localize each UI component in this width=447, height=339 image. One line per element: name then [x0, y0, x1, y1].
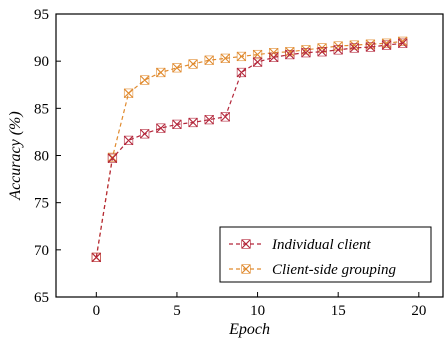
- legend-label: Client-side grouping: [272, 262, 397, 278]
- x-tick-label: 10: [250, 303, 265, 319]
- legend-marker: [241, 264, 251, 274]
- x-axis-title: Epoch: [228, 321, 270, 338]
- data-point-0: [397, 38, 408, 48]
- y-axis-title: Accuracy (%): [7, 111, 24, 200]
- data-point-1: [188, 59, 198, 69]
- series-line-1: [95, 40, 403, 258]
- data-point-0: [172, 119, 182, 130]
- data-point-1: [123, 88, 134, 98]
- legend-label: Individual client: [271, 237, 372, 253]
- data-point-1: [236, 51, 247, 62]
- legend-marker: [241, 239, 251, 249]
- y-tick-label: 90: [34, 54, 49, 70]
- y-tick-label: 85: [34, 101, 49, 117]
- y-tick-label: 65: [34, 290, 49, 306]
- x-tick-label: 20: [411, 303, 426, 319]
- legend: Individual client Client-side grouping: [219, 226, 432, 283]
- data-point-1: [220, 53, 231, 64]
- x-tick-label: 15: [331, 303, 346, 319]
- data-point-0: [156, 123, 166, 133]
- data-point-0: [91, 252, 102, 263]
- data-point-1: [172, 63, 182, 73]
- data-point-0: [139, 129, 150, 139]
- series-line-0: [95, 42, 403, 258]
- data-point-1: [397, 36, 408, 47]
- data-point-0: [268, 52, 279, 63]
- data-point-1: [139, 75, 150, 85]
- data-point-0: [220, 112, 231, 122]
- data-point-0: [107, 153, 118, 164]
- y-tick-label: 80: [34, 149, 49, 165]
- legend-box: [219, 226, 432, 283]
- x-tick-label: 0: [93, 303, 101, 319]
- data-point-1: [252, 49, 263, 60]
- data-point-0: [285, 49, 295, 60]
- y-tick-label: 95: [34, 7, 49, 23]
- data-point-0: [333, 45, 343, 55]
- data-point-0: [123, 135, 134, 146]
- y-tick-label: 70: [34, 243, 49, 259]
- data-point-0: [349, 43, 360, 53]
- data-point-0: [301, 47, 311, 58]
- data-point-0: [188, 117, 198, 128]
- x-tick-label: 5: [173, 303, 181, 319]
- data-point-0: [365, 42, 376, 52]
- series-layer: [91, 36, 408, 263]
- data-point-1: [204, 55, 214, 65]
- data-point-0: [236, 67, 247, 78]
- data-point-1: [156, 67, 166, 78]
- data-point-0: [252, 57, 263, 67]
- axes-layer: 0 5 10 15 20 65 70 75 80 85 90 95: [34, 7, 426, 319]
- data-point-0: [204, 114, 214, 125]
- y-tick-label: 75: [34, 196, 49, 212]
- data-point-0: [381, 40, 392, 50]
- data-point-0: [317, 47, 327, 57]
